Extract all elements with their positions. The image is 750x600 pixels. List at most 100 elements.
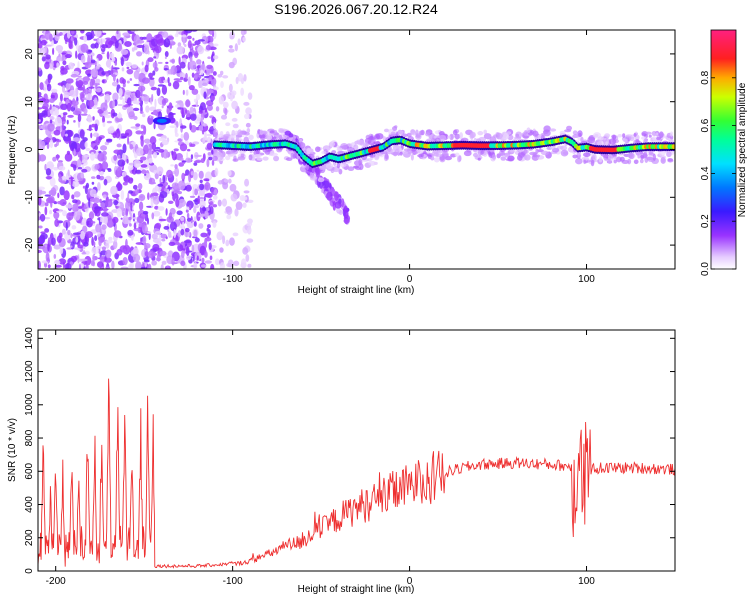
heatmap-speckle bbox=[227, 178, 232, 184]
heatmap-speckle bbox=[183, 240, 192, 244]
heatmap-speckle bbox=[145, 105, 150, 113]
heatmap-speckle bbox=[68, 62, 75, 70]
heatmap-halo bbox=[628, 152, 635, 160]
heatmap-speckle bbox=[71, 225, 77, 230]
heatmap-speckle bbox=[47, 195, 55, 204]
heatmap-speckle bbox=[176, 30, 179, 36]
heatmap-speckle bbox=[91, 181, 95, 185]
heatmap-speckle bbox=[163, 188, 168, 192]
heatmap-speckle bbox=[152, 61, 158, 69]
heatmap-halo bbox=[322, 145, 331, 152]
figure-title: S196.2026.067.20.12.R24 bbox=[274, 1, 438, 17]
heatmap-halo bbox=[617, 134, 623, 138]
heatmap-speckle bbox=[182, 34, 187, 38]
heatmap-speckle bbox=[220, 114, 228, 120]
heatmap-speckle bbox=[54, 218, 60, 228]
heatmap-speckle bbox=[45, 44, 53, 47]
heatmap-halo bbox=[406, 132, 412, 138]
heatmap-speckle bbox=[79, 129, 85, 139]
heatmap-speckle bbox=[71, 180, 80, 188]
heatmap-speckle bbox=[125, 200, 131, 211]
heatmap-speckle bbox=[150, 116, 154, 119]
heatmap-speckle bbox=[170, 164, 174, 167]
heatmap-speckle bbox=[112, 73, 116, 82]
heatmap-speckle bbox=[176, 121, 179, 128]
heatmap-speckle bbox=[229, 183, 237, 192]
snr-frame bbox=[37, 329, 676, 572]
heatmap-speckle bbox=[206, 133, 212, 137]
heatmap-speckle bbox=[157, 206, 165, 211]
heatmap-halo bbox=[619, 156, 625, 162]
heatmap-speckle bbox=[80, 43, 89, 53]
heatmap-speckle bbox=[62, 210, 68, 217]
heatmap-speckle bbox=[206, 207, 210, 211]
heatmap-speckle bbox=[168, 241, 176, 246]
heatmap-speckle bbox=[179, 157, 184, 161]
heatmap-speckle bbox=[80, 113, 88, 116]
heatmap-halo bbox=[583, 159, 592, 163]
heatmap-speckle bbox=[51, 237, 56, 246]
heatmap-speckle bbox=[123, 104, 131, 108]
heatmap-speckle bbox=[165, 236, 168, 240]
heatmap-streak bbox=[334, 201, 342, 209]
heatmap-speckle bbox=[217, 180, 224, 185]
heatmap-speckle bbox=[174, 132, 179, 138]
heatmap-speckle bbox=[143, 138, 151, 144]
heatmap-speckle bbox=[242, 202, 247, 208]
heatmap-speckle bbox=[128, 216, 132, 221]
heatmap-speckle bbox=[193, 261, 198, 269]
heatmap-speckle bbox=[66, 119, 69, 125]
heatmap-speckle bbox=[167, 231, 172, 238]
heatmap-speckle bbox=[38, 42, 43, 49]
heatmap-speckle bbox=[66, 30, 71, 39]
spectrogram-x-tick-label: 100 bbox=[578, 274, 595, 285]
heatmap-speckle bbox=[191, 88, 199, 95]
heatmap-speckle bbox=[212, 86, 219, 91]
heatmap-speckle bbox=[117, 154, 121, 159]
heatmap-speckle bbox=[191, 104, 200, 107]
heatmap-speckle bbox=[173, 148, 179, 152]
heatmap-speckle bbox=[70, 73, 78, 78]
heatmap-speckle bbox=[197, 45, 205, 55]
heatmap-speckle bbox=[101, 32, 107, 35]
heatmap-speckle bbox=[234, 208, 239, 217]
heatmap-speckle bbox=[83, 107, 88, 115]
heatmap-speckle bbox=[228, 45, 233, 49]
heatmap-halo bbox=[418, 130, 424, 136]
heatmap-speckle bbox=[38, 112, 46, 117]
heatmap-speckle bbox=[140, 266, 146, 269]
heatmap-speckle bbox=[120, 189, 125, 200]
heatmap-speckle bbox=[185, 246, 190, 257]
heatmap-speckle bbox=[110, 185, 118, 196]
heatmap-halo bbox=[648, 150, 654, 155]
heatmap-speckle bbox=[92, 254, 95, 263]
spectrogram-y-tick-label: -10 bbox=[24, 190, 35, 205]
heatmap-speckle bbox=[126, 97, 132, 106]
heatmap-speckle bbox=[228, 83, 233, 93]
heatmap-speckle bbox=[148, 143, 153, 151]
heatmap-speckle bbox=[202, 78, 209, 87]
heatmap-speckle bbox=[151, 260, 157, 266]
heatmap-halo bbox=[375, 133, 384, 140]
heatmap-speckle bbox=[128, 208, 132, 215]
heatmap-speckle bbox=[135, 130, 143, 135]
heatmap-speckle bbox=[191, 244, 195, 253]
heatmap-speckle bbox=[141, 223, 145, 230]
heatmap-speckle bbox=[148, 77, 155, 87]
heatmap-speckle bbox=[245, 107, 252, 115]
heatmap-halo bbox=[225, 155, 231, 161]
heatmap-speckle bbox=[199, 74, 202, 79]
heatmap-halo bbox=[248, 154, 253, 161]
heatmap-speckle bbox=[128, 190, 133, 194]
heatmap-speckle bbox=[246, 128, 251, 134]
heatmap-halo bbox=[566, 125, 573, 131]
heatmap-speckle bbox=[103, 71, 111, 74]
heatmap-speckle bbox=[122, 97, 126, 106]
heatmap-speckle bbox=[69, 89, 77, 97]
heatmap-speckle bbox=[66, 102, 72, 112]
heatmap-speckle bbox=[58, 165, 66, 171]
heatmap-halo bbox=[572, 154, 578, 159]
heatmap-speckle bbox=[58, 176, 63, 183]
heatmap-halo bbox=[477, 157, 481, 161]
